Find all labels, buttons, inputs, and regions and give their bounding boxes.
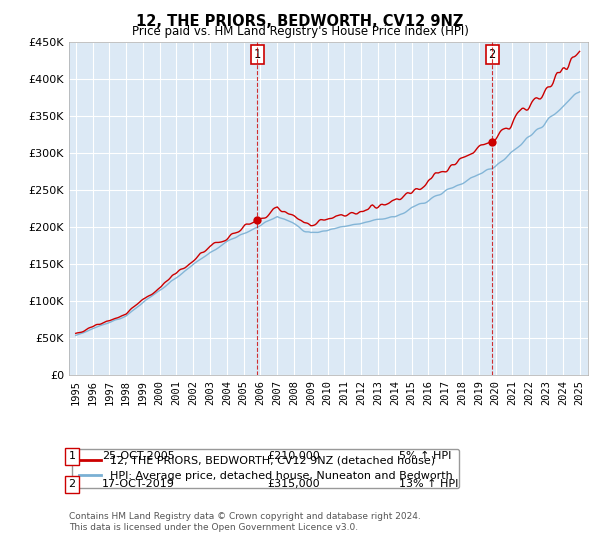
Text: Contains HM Land Registry data © Crown copyright and database right 2024.
This d: Contains HM Land Registry data © Crown c… — [69, 512, 421, 532]
Text: 5% ↑ HPI: 5% ↑ HPI — [399, 451, 451, 461]
Text: £315,000: £315,000 — [267, 479, 320, 489]
Text: 13% ↑ HPI: 13% ↑ HPI — [399, 479, 458, 489]
Text: 2: 2 — [488, 48, 496, 60]
Text: £210,000: £210,000 — [267, 451, 320, 461]
Text: 1: 1 — [68, 451, 76, 461]
Text: 17-OCT-2019: 17-OCT-2019 — [102, 479, 175, 489]
Text: 25-OCT-2005: 25-OCT-2005 — [102, 451, 175, 461]
Legend: 12, THE PRIORS, BEDWORTH, CV12 9NZ (detached house), HPI: Average price, detache: 12, THE PRIORS, BEDWORTH, CV12 9NZ (deta… — [72, 449, 459, 488]
Text: Price paid vs. HM Land Registry's House Price Index (HPI): Price paid vs. HM Land Registry's House … — [131, 25, 469, 38]
Text: 1: 1 — [254, 48, 261, 60]
Text: 2: 2 — [68, 479, 76, 489]
Text: 12, THE PRIORS, BEDWORTH, CV12 9NZ: 12, THE PRIORS, BEDWORTH, CV12 9NZ — [136, 14, 464, 29]
